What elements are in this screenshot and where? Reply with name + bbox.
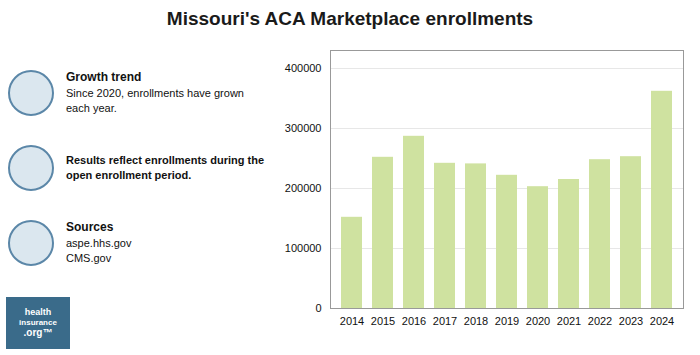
svg-text:2021: 2021 (557, 315, 581, 327)
svg-text:2020: 2020 (526, 315, 550, 327)
svg-text:2024: 2024 (650, 315, 674, 327)
svg-text:2019: 2019 (495, 315, 519, 327)
html-text:Growth trend: Growth trend (66, 70, 142, 84)
svg-text:200000: 200000 (285, 182, 322, 194)
svg-text:400000: 400000 (285, 62, 322, 74)
svg-text:100000: 100000 (285, 242, 322, 254)
html-text:health: health (24, 307, 52, 318)
html-text:insurance: insurance (19, 317, 57, 327)
svg-text:2016: 2016 (402, 315, 426, 327)
html-text:.org™: .org™ (23, 327, 53, 338)
html-text:Missouri's ACA Marketplace enr: Missouri's ACA Marketplace enrollments (166, 8, 534, 29)
svg-text:2022: 2022 (588, 315, 612, 327)
svg-text:2015: 2015 (371, 315, 395, 327)
html-text:aspe.hhs.gov CMS.gov: aspe.hhs.gov CMS.gov (66, 237, 132, 265)
html-text:Sources: Sources (66, 220, 114, 234)
html-text:Since 2020, enrollments have g: Since 2020, enrollments have grown each … (66, 87, 244, 115)
svg-text:2017: 2017 (433, 315, 457, 327)
html-text:Results reflect enrollments du: Results reflect enrollments during the o… (66, 153, 264, 181)
svg-text:0: 0 (315, 302, 321, 314)
svg-text:2018: 2018 (464, 315, 488, 327)
svg-text:300000: 300000 (285, 122, 322, 134)
svg-text:2014: 2014 (340, 315, 364, 327)
svg-text:2023: 2023 (619, 315, 643, 327)
